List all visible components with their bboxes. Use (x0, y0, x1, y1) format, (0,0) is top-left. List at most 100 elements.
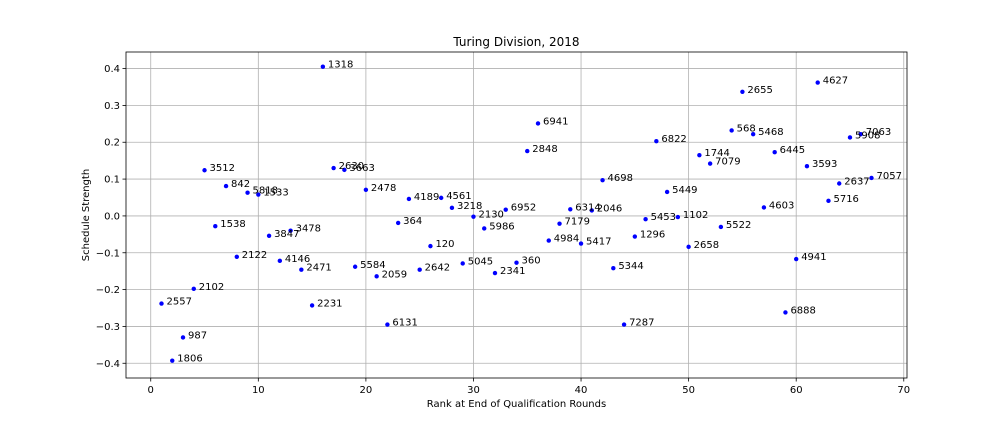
data-point (385, 322, 390, 327)
data-point (299, 267, 304, 272)
point-label: 5908 (855, 130, 880, 141)
x-tick-label: 30 (467, 385, 480, 396)
point-label: 4561 (446, 191, 471, 202)
data-point (815, 80, 820, 85)
point-label: 2122 (242, 250, 267, 261)
data-point (309, 303, 315, 308)
data-point (546, 238, 551, 243)
y-tick-label: 0.3 (104, 101, 120, 112)
data-point (783, 310, 788, 315)
point-label: 842 (231, 179, 250, 190)
data-point (482, 226, 487, 231)
point-label: 3218 (457, 201, 482, 212)
data-point (320, 64, 326, 69)
data-point (213, 224, 218, 229)
point-label: 4698 (608, 173, 633, 184)
point-label: 2642 (425, 263, 450, 274)
point-label: 2471 (306, 263, 331, 274)
point-label: 7079 (715, 157, 740, 168)
point-label: 2130 (478, 210, 503, 221)
data-point (395, 220, 401, 226)
y-tick-label: 0.2 (104, 138, 120, 149)
point-label: 1318 (328, 60, 353, 71)
y-axis-label: Schedule Strength (81, 169, 92, 261)
point-label: 2046 (597, 203, 622, 214)
point-label: 5045 (468, 256, 493, 267)
point-label: 5716 (833, 194, 858, 205)
x-axis-ticks: 0 10 20 30 40 50 60 70 (148, 378, 910, 396)
point-label: 2102 (199, 282, 224, 293)
data-point (503, 207, 508, 212)
data-point (643, 217, 648, 222)
data-point (697, 152, 702, 158)
point-label: 568 (737, 123, 756, 134)
y-tick-label: 0.1 (104, 175, 120, 186)
data-point (750, 131, 756, 137)
point-label: 2658 (694, 240, 719, 251)
point-label: 1538 (220, 219, 245, 230)
point-label: 6952 (511, 203, 536, 214)
data-point (449, 205, 455, 211)
point-label: 6314 (575, 202, 600, 213)
chart-title: Turing Division, 2018 (452, 35, 579, 49)
point-label: 2478 (371, 183, 396, 194)
data-point (740, 89, 745, 94)
point-label: 4941 (801, 252, 826, 263)
data-point (277, 258, 283, 264)
y-tick-label: −0.3 (96, 322, 120, 333)
point-label: 6131 (392, 318, 417, 329)
data-point (438, 195, 444, 201)
point-label: 2341 (500, 266, 525, 277)
x-tick-label: 20 (360, 385, 373, 396)
data-point (288, 228, 293, 233)
data-point (578, 241, 584, 246)
point-label: 3478 (296, 224, 321, 235)
point-label: 4627 (823, 76, 848, 87)
data-point (202, 168, 207, 173)
data-point (654, 138, 659, 144)
data-point (664, 189, 670, 195)
x-tick-label: 50 (682, 385, 695, 396)
data-point (406, 196, 412, 202)
point-label: 2557 (167, 297, 192, 308)
grid-lines (126, 52, 907, 378)
data-point (352, 264, 358, 269)
point-label: 4603 (769, 200, 794, 211)
data-point (159, 301, 164, 306)
point-label: 5453 (651, 212, 676, 223)
data-point (729, 128, 734, 133)
point-label: 7063 (866, 127, 891, 138)
point-label: 6888 (790, 305, 815, 316)
point-label: 2655 (747, 85, 772, 96)
point-label: 2231 (317, 298, 342, 309)
point-label: 1102 (683, 210, 708, 221)
point-label: 7179 (565, 217, 590, 228)
x-tick-label: 40 (575, 385, 588, 396)
point-label: 5449 (672, 185, 697, 196)
y-tick-label: 0.0 (104, 211, 120, 222)
data-point (621, 322, 627, 327)
data-point (342, 167, 347, 173)
data-point (514, 260, 519, 265)
data-point (589, 208, 595, 213)
data-point (245, 190, 250, 195)
point-label: 5344 (618, 261, 643, 272)
data-point (837, 181, 842, 186)
y-tick-label: −0.1 (96, 248, 120, 259)
point-label: 3593 (812, 159, 837, 170)
data-point (718, 224, 724, 230)
point-label: 2630 (339, 161, 364, 172)
data-point (460, 261, 465, 266)
point-label: 364 (403, 216, 422, 227)
data-point (363, 187, 369, 192)
data-point (793, 256, 799, 262)
data-point (869, 175, 874, 181)
y-tick-label: 0.4 (104, 64, 120, 75)
data-point (180, 335, 186, 340)
point-label: 4146 (285, 254, 310, 265)
data-point (858, 131, 863, 137)
data-point (568, 207, 573, 212)
point-label: 6445 (780, 145, 805, 156)
